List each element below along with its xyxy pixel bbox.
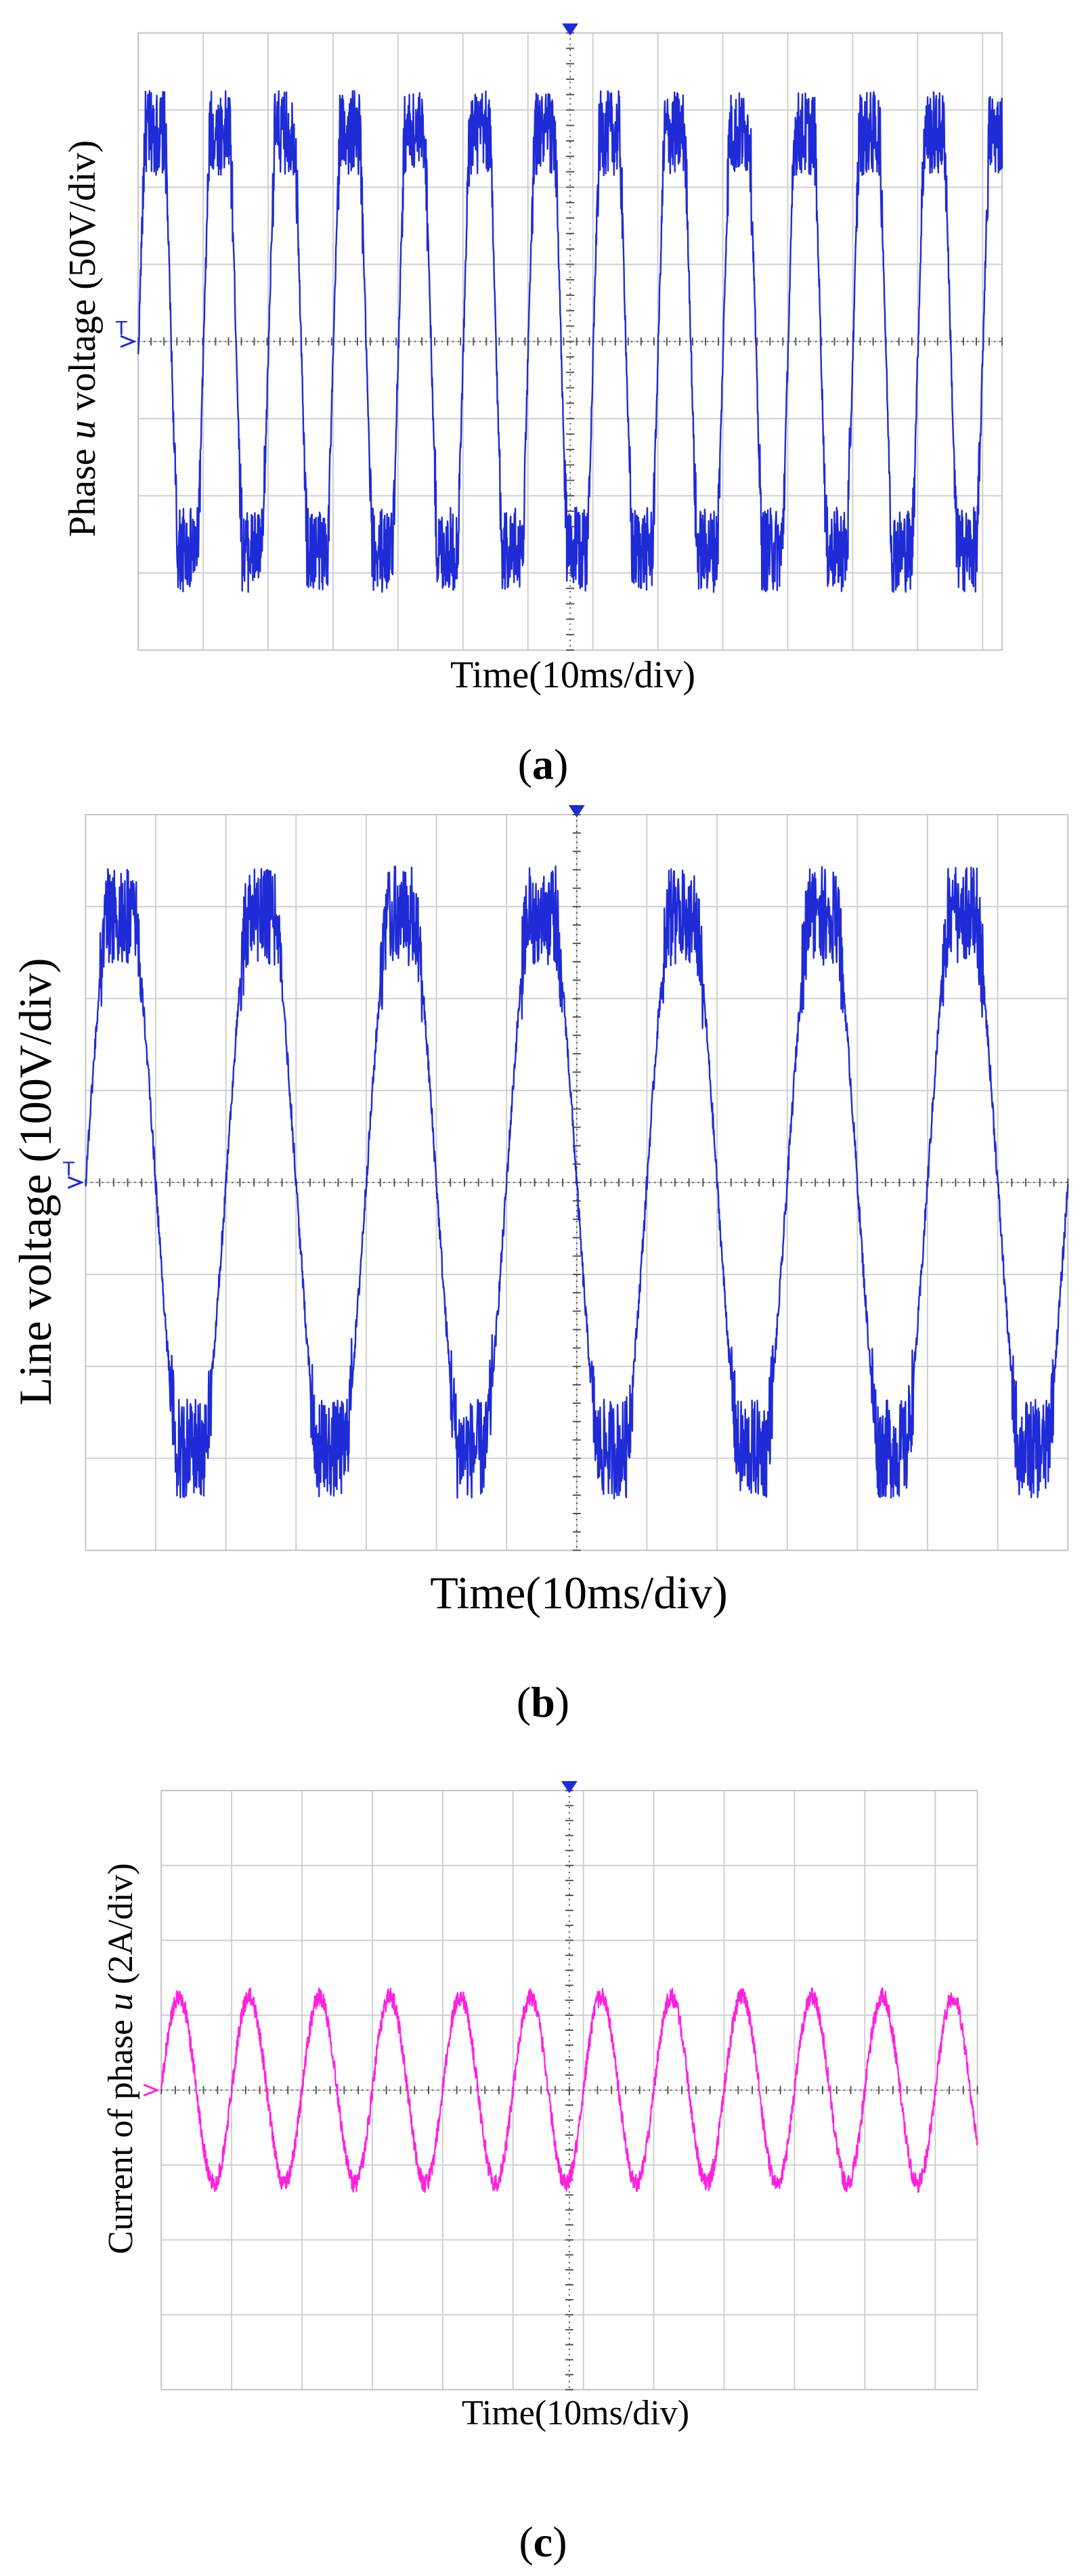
plot-area-a: T xyxy=(115,23,1003,651)
panel-c: Current of phase u (2A/div) Time(10ms/di… xyxy=(102,1781,978,2566)
ground-level-marker-icon xyxy=(143,2084,160,2097)
caption-a: (a) xyxy=(518,740,569,788)
x-axis-label-c: Time(10ms/div) xyxy=(462,2394,689,2432)
trigger-marker-icon xyxy=(568,805,585,817)
ground-level-marker-icon xyxy=(67,1176,85,1189)
center-ticks-a xyxy=(137,32,1003,651)
trigger-marker-icon xyxy=(562,23,579,36)
waveform-c xyxy=(160,1987,978,2193)
plot-area-c xyxy=(143,1781,978,2390)
panel-a: T Phase u voltage (50V/div) Time(10ms/di… xyxy=(62,23,1003,788)
waveform-b xyxy=(85,865,1069,1500)
x-axis-label-a: Time(10ms/div) xyxy=(450,654,695,696)
y-axis-label-a: Phase u voltage (50V/div) xyxy=(62,140,104,537)
trigger-marker-icon xyxy=(561,1781,578,1794)
y-axis-label-b: Line voltage (100V/div) xyxy=(9,958,61,1406)
ground-level-marker-icon xyxy=(120,335,137,348)
trigger-level-glyph: T xyxy=(62,1158,74,1180)
plot-area-b: T xyxy=(62,805,1069,1551)
caption-b: (b) xyxy=(517,1678,569,1726)
panel-b: T Line voltage (100V/div) Time(10ms/div)… xyxy=(9,805,1069,1726)
y-axis-label-c: Current of phase u (2A/div) xyxy=(102,1863,140,2254)
trigger-level-glyph: T xyxy=(115,317,127,339)
x-axis-label-b: Time(10ms/div) xyxy=(430,1567,728,1618)
center-ticks-c xyxy=(160,1790,978,2390)
waveform-a xyxy=(137,90,1003,593)
caption-c: (c) xyxy=(519,2518,567,2566)
